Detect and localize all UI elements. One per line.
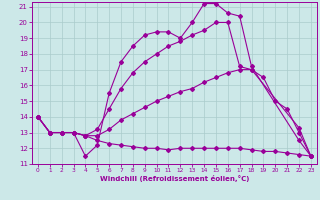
X-axis label: Windchill (Refroidissement éolien,°C): Windchill (Refroidissement éolien,°C) (100, 175, 249, 182)
